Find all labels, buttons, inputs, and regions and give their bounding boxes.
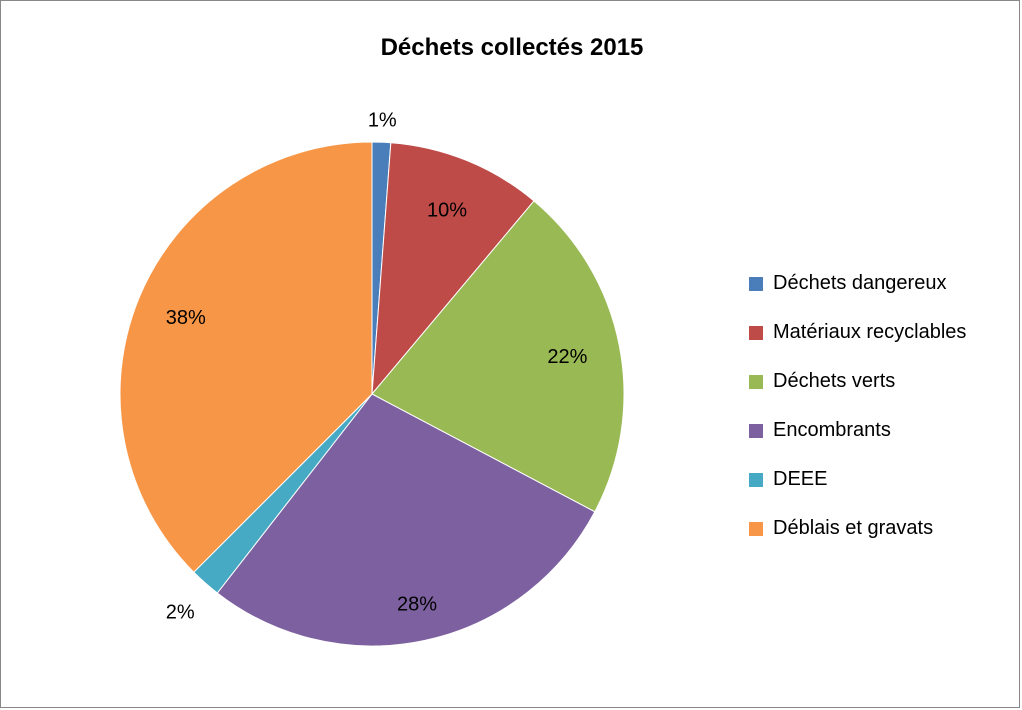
- slice-data-label-4: 28%: [397, 593, 437, 615]
- chart-legend: Déchets dangereux Matériaux recyclables Dé…: [749, 259, 1019, 553]
- legend-swatch: [749, 374, 763, 389]
- legend-swatch: [749, 423, 763, 438]
- legend-label: Encombrants: [773, 419, 891, 441]
- chart-title: Déchets collectés 2015: [380, 34, 644, 61]
- slice-data-label-1: 1%: [368, 110, 397, 132]
- legend-label: Déchets verts: [773, 370, 896, 392]
- legend-swatch: [749, 276, 763, 291]
- slice-data-label-6: 38%: [166, 307, 206, 329]
- legend-swatch: [749, 472, 763, 487]
- pie-slice-2: [371, 142, 535, 396]
- slice-data-label-2: 10%: [427, 200, 467, 222]
- legend-item: DEEE: [749, 455, 1019, 504]
- legend-item: Déchets verts: [749, 357, 1019, 406]
- legend-swatch: [749, 521, 763, 536]
- legend-item: Matériaux recyclables: [749, 308, 1019, 357]
- legend-item: Déblais et gravats: [749, 504, 1019, 553]
- pie-slice-3: [371, 200, 625, 513]
- legend-label: Matériaux recyclables: [773, 321, 967, 343]
- legend-item: Encombrants: [749, 406, 1019, 455]
- slice-data-label-3: 22%: [547, 346, 587, 368]
- legend-item: Déchets dangereux: [749, 259, 1019, 308]
- legend-swatch: [749, 325, 763, 340]
- legend-label: DEEE: [773, 468, 828, 490]
- pie-slice-4: [216, 393, 596, 647]
- pie-slice-6: [119, 141, 373, 573]
- slice-data-label-5: 2%: [166, 601, 195, 623]
- legend-label: Déchets dangereux: [773, 272, 947, 294]
- legend-label: Déblais et gravats: [773, 517, 934, 539]
